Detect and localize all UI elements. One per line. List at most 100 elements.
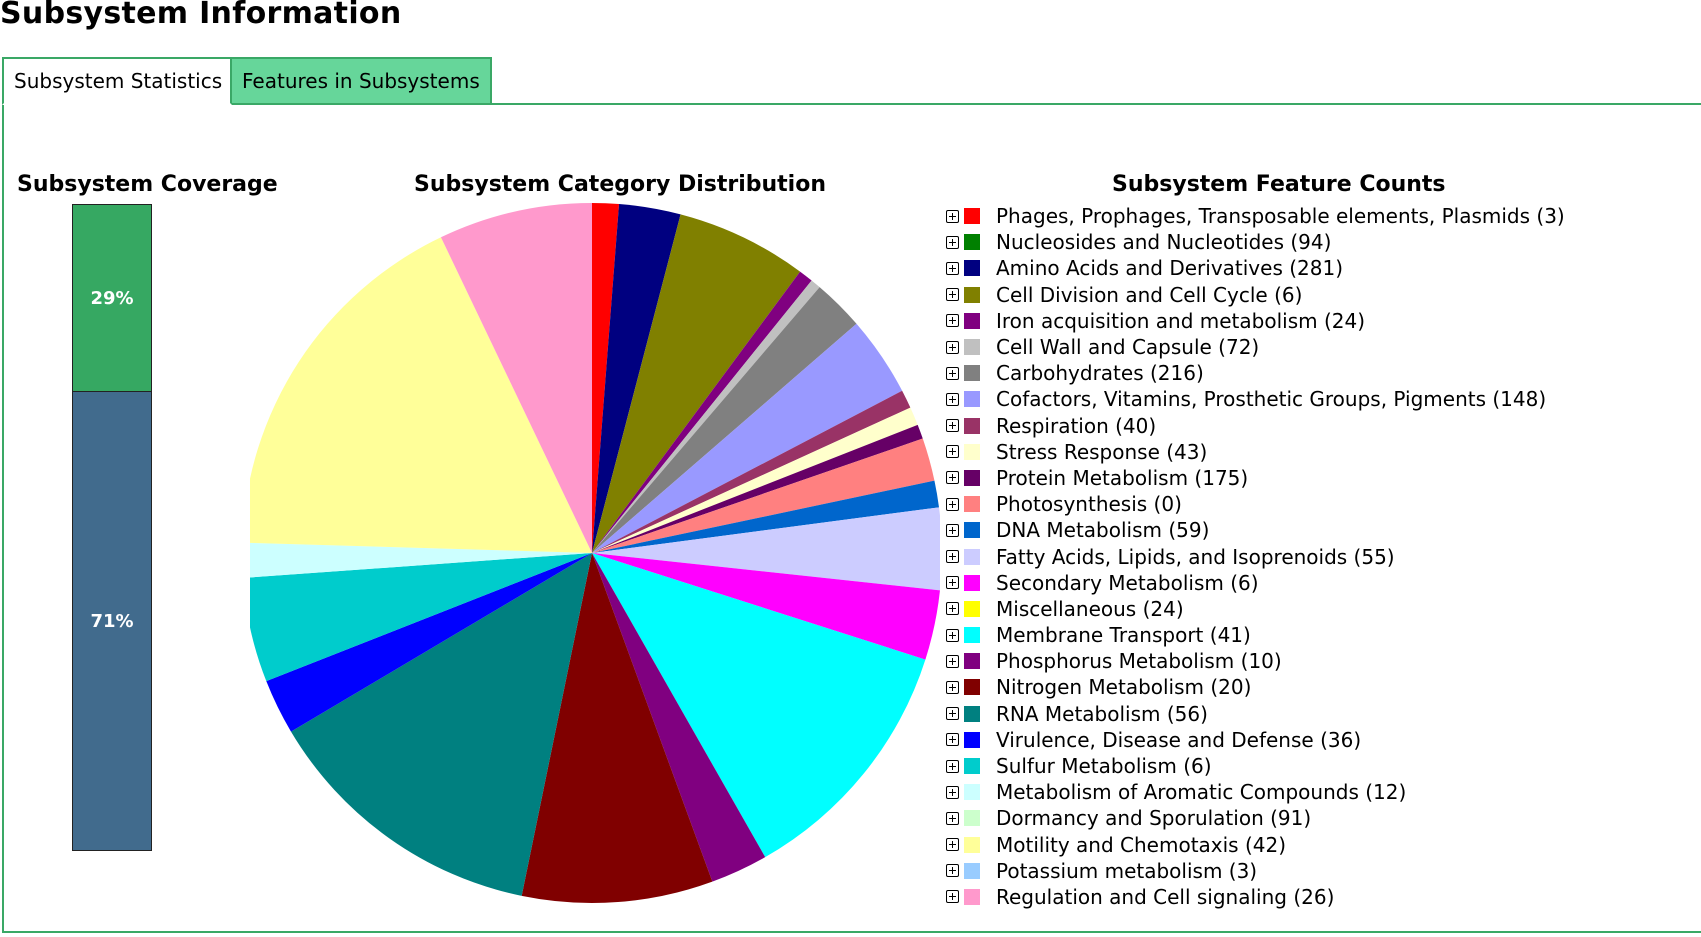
distribution-title: Subsystem Category Distribution (414, 172, 826, 197)
legend-item[interactable]: Stress Response (43) (946, 439, 1565, 465)
plus-box-icon[interactable] (946, 392, 959, 406)
plus-box-icon[interactable] (946, 550, 959, 564)
legend-item[interactable]: Phosphorus Metabolism (10) (946, 648, 1565, 674)
legend-swatch (964, 731, 980, 748)
plus-box-icon[interactable] (946, 288, 959, 302)
legend-label: Sulfur Metabolism (6) (996, 754, 1212, 779)
plus-box-icon[interactable] (946, 890, 959, 904)
pie-slice[interactable] (592, 204, 681, 553)
legend-label: Motility and Chemotaxis (42) (996, 832, 1287, 857)
plus-box-icon[interactable] (946, 419, 959, 433)
plus-box-icon[interactable] (946, 314, 959, 328)
plus-box-icon[interactable] (946, 811, 959, 825)
plus-box-icon[interactable] (946, 366, 959, 380)
plus-box-icon[interactable] (946, 261, 959, 275)
legend-item[interactable]: Cell Division and Cell Cycle (6) (946, 282, 1565, 308)
legend-item[interactable]: Dormancy and Sporulation (91) (946, 805, 1565, 831)
plus-box-icon[interactable] (946, 838, 959, 852)
legend-item[interactable]: Secondary Metabolism (6) (946, 570, 1565, 596)
legend-item[interactable]: Amino Acids and Derivatives (281) (946, 255, 1565, 281)
pie-slice[interactable] (592, 553, 940, 660)
pie-slice[interactable] (592, 271, 812, 553)
legend-item[interactable]: Iron acquisition and metabolism (24) (946, 308, 1565, 334)
legend-item[interactable]: Cofactors, Vitamins, Prosthetic Groups, … (946, 386, 1565, 412)
legend-item[interactable]: Carbohydrates (216) (946, 360, 1565, 386)
plus-box-icon[interactable] (946, 785, 959, 799)
pie-slice[interactable] (592, 323, 903, 553)
legend-swatch (964, 260, 980, 277)
legend-item[interactable]: Membrane Transport (41) (946, 622, 1565, 648)
legend-swatch (964, 234, 980, 251)
tab-subsystem-statistics[interactable]: Subsystem Statistics (2, 57, 232, 105)
plus-box-icon[interactable] (946, 340, 959, 354)
plus-box-icon[interactable] (946, 471, 959, 485)
pie-slice[interactable] (250, 542, 592, 578)
plus-box-icon[interactable] (946, 707, 959, 721)
pie-slice[interactable] (592, 407, 918, 553)
pie-slice[interactable] (592, 280, 820, 553)
legend-label: Secondary Metabolism (6) (996, 570, 1259, 595)
legend-label: Regulation and Cell signaling (26) (996, 884, 1335, 909)
legend-item[interactable]: Fatty Acids, Lipids, and Isoprenoids (55… (946, 543, 1565, 569)
plus-box-icon[interactable] (946, 864, 959, 878)
pie-slice[interactable] (592, 480, 940, 553)
plus-box-icon[interactable] (946, 628, 959, 642)
legend-swatch (964, 836, 980, 853)
tab-features-in-subsystems[interactable]: Features in Subsystems (232, 57, 492, 105)
legend-item[interactable]: Nitrogen Metabolism (20) (946, 674, 1565, 700)
pie-slice[interactable] (250, 237, 592, 553)
plus-box-icon[interactable] (946, 209, 959, 223)
legend-item[interactable]: Phages, Prophages, Transposable elements… (946, 203, 1565, 229)
plus-box-icon[interactable] (946, 759, 959, 773)
pie-slice[interactable] (592, 553, 766, 882)
pie-slice[interactable] (592, 553, 926, 858)
pie-slice[interactable] (440, 203, 592, 553)
legend-item[interactable]: Motility and Chemotaxis (42) (946, 832, 1565, 858)
pie-slice[interactable] (592, 214, 801, 554)
pie-slice[interactable] (592, 390, 911, 553)
plus-box-icon[interactable] (946, 602, 959, 616)
legend-label: Metabolism of Aromatic Compounds (12) (996, 780, 1407, 805)
legend-swatch (964, 810, 980, 827)
plus-box-icon[interactable] (946, 497, 959, 511)
legend-label: Fatty Acids, Lipids, and Isoprenoids (55… (996, 544, 1395, 569)
pie-slice[interactable] (266, 553, 592, 732)
pie-slice[interactable] (250, 553, 592, 682)
legend-item[interactable]: Regulation and Cell signaling (26) (946, 884, 1565, 910)
plus-box-icon[interactable] (946, 680, 959, 694)
legend-swatch (964, 548, 980, 565)
legend-label: Virulence, Disease and Defense (36) (996, 727, 1362, 752)
legend-item[interactable]: DNA Metabolism (59) (946, 517, 1565, 543)
plus-box-icon[interactable] (946, 523, 959, 537)
pie-slice[interactable] (592, 287, 857, 553)
legend-item[interactable]: Potassium metabolism (3) (946, 858, 1565, 884)
pie-slice[interactable] (521, 553, 713, 903)
legend-item[interactable]: RNA Metabolism (56) (946, 701, 1565, 727)
legend-swatch (964, 784, 980, 801)
legend-item[interactable]: Nucleosides and Nucleotides (94) (946, 229, 1565, 255)
plus-box-icon[interactable] (946, 654, 959, 668)
pie-slice[interactable] (592, 438, 935, 553)
pie-slice[interactable] (592, 203, 620, 553)
plus-box-icon[interactable] (946, 235, 959, 249)
legend-item[interactable]: Miscellaneous (24) (946, 596, 1565, 622)
legend-item[interactable]: Metabolism of Aromatic Compounds (12) (946, 779, 1565, 805)
legend-item[interactable]: Respiration (40) (946, 413, 1565, 439)
pie-slice[interactable] (290, 553, 592, 896)
legend-label: Dormancy and Sporulation (91) (996, 806, 1312, 831)
legend-swatch (964, 600, 980, 617)
legend-swatch (964, 705, 980, 722)
legend-item[interactable]: Sulfur Metabolism (6) (946, 753, 1565, 779)
legend-item[interactable]: Cell Wall and Capsule (72) (946, 334, 1565, 360)
plus-box-icon[interactable] (946, 733, 959, 747)
legend-label: Cofactors, Vitamins, Prosthetic Groups, … (996, 387, 1547, 412)
pie-slice[interactable] (592, 507, 940, 591)
plus-box-icon[interactable] (946, 576, 959, 590)
legend-item[interactable]: Protein Metabolism (175) (946, 465, 1565, 491)
legend-label: Miscellaneous (24) (996, 596, 1184, 621)
tab-bar: Subsystem Statistics Features in Subsyst… (2, 57, 492, 105)
pie-slice[interactable] (592, 424, 923, 553)
legend-item[interactable]: Virulence, Disease and Defense (36) (946, 727, 1565, 753)
legend-item[interactable]: Photosynthesis (0) (946, 491, 1565, 517)
plus-box-icon[interactable] (946, 445, 959, 459)
